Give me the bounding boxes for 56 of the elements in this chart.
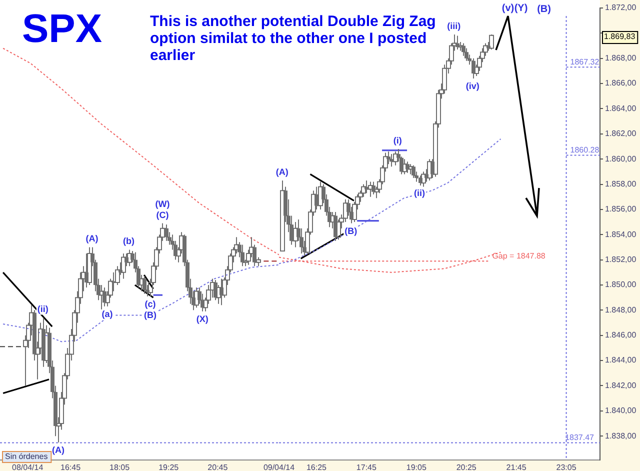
text: 1.869,83 — [604, 32, 636, 42]
text: This is another potential Double Zig Zag option similat to the other one I posted earlier — [150, 13, 437, 64]
y-tick-label: 1.852,00 — [605, 255, 637, 264]
annotation: (Y) — [514, 2, 528, 14]
annotation: (v) — [502, 2, 514, 14]
ref-line-label: 1837.47 — [565, 432, 595, 442]
x-tick-label: 19:05 — [406, 463, 427, 471]
y-tick-label: 1.872,00 — [605, 3, 637, 12]
y-tick-label: 1.842,00 — [605, 380, 637, 390]
annotation: (i) — [393, 136, 402, 146]
annotation: (ii) — [37, 304, 48, 314]
annotation: 1860.28 — [570, 146, 600, 155]
y-tick-label: 1.862,00 — [605, 129, 637, 138]
x-tick-label: 21:45 — [506, 463, 527, 471]
chart-title: SPX — [22, 6, 102, 52]
annotation: Sin órdenes — [5, 452, 48, 462]
annotation: (b) — [123, 236, 135, 246]
y-tick-label: 1.866,00 — [605, 78, 637, 88]
y-tick-label: 1.846,00 — [605, 330, 637, 340]
x-tick-label: 16:25 — [306, 463, 328, 471]
x-tick-label: 20:25 — [456, 463, 477, 471]
annotation: (A) — [276, 166, 288, 177]
x-tick-label: 18:05 — [110, 463, 130, 471]
annotation: (ii) — [414, 188, 426, 198]
y-tick-label: 1.864,00 — [605, 104, 637, 113]
y-tick-label: 1.860,00 — [605, 154, 637, 164]
annotation: (X) — [196, 314, 208, 324]
annotation: (iv) — [466, 80, 480, 91]
annotation: (A) — [52, 444, 65, 455]
x-tick-label: 20:45 — [208, 463, 228, 471]
annotation: (B) — [344, 226, 358, 236]
x-tick-label: 09/04/14 — [263, 463, 296, 471]
y-tick-label: 1.868,00 — [605, 54, 637, 63]
x-tick-label: 17:45 — [356, 463, 377, 471]
annotation: (iii) — [447, 20, 461, 31]
y-tick-label: 1.840,00 — [605, 406, 637, 416]
y-tick-label: 1.858,00 — [605, 179, 637, 188]
x-tick-label: 19:25 — [158, 463, 180, 471]
y-tick-label: 1.856,00 — [605, 204, 637, 214]
annotation: (c) — [144, 298, 156, 309]
annotation: (A) — [86, 234, 98, 244]
y-tick-label: 1.848,00 — [605, 305, 637, 314]
y-tick-label: 1.844,00 — [605, 356, 637, 365]
x-tick-label: 08/04/14 — [12, 463, 44, 471]
y-tick-label: 1.838,00 — [605, 431, 637, 440]
x-tick-label: 16:45 — [60, 463, 82, 471]
annotation: (B) — [537, 4, 551, 15]
annotation: (C) — [156, 210, 169, 220]
annotation: 1867.32 — [570, 57, 600, 66]
annotation: (a) — [102, 308, 113, 319]
y-tick-label: 1.854,00 — [605, 230, 637, 239]
annotation: (B) — [144, 310, 156, 320]
annotation: (W) — [155, 198, 170, 209]
annotation: Gap = 1847.88 — [492, 251, 546, 260]
y-tick-label: 1.850,00 — [605, 280, 637, 290]
x-tick-label: 23:05 — [556, 463, 577, 471]
